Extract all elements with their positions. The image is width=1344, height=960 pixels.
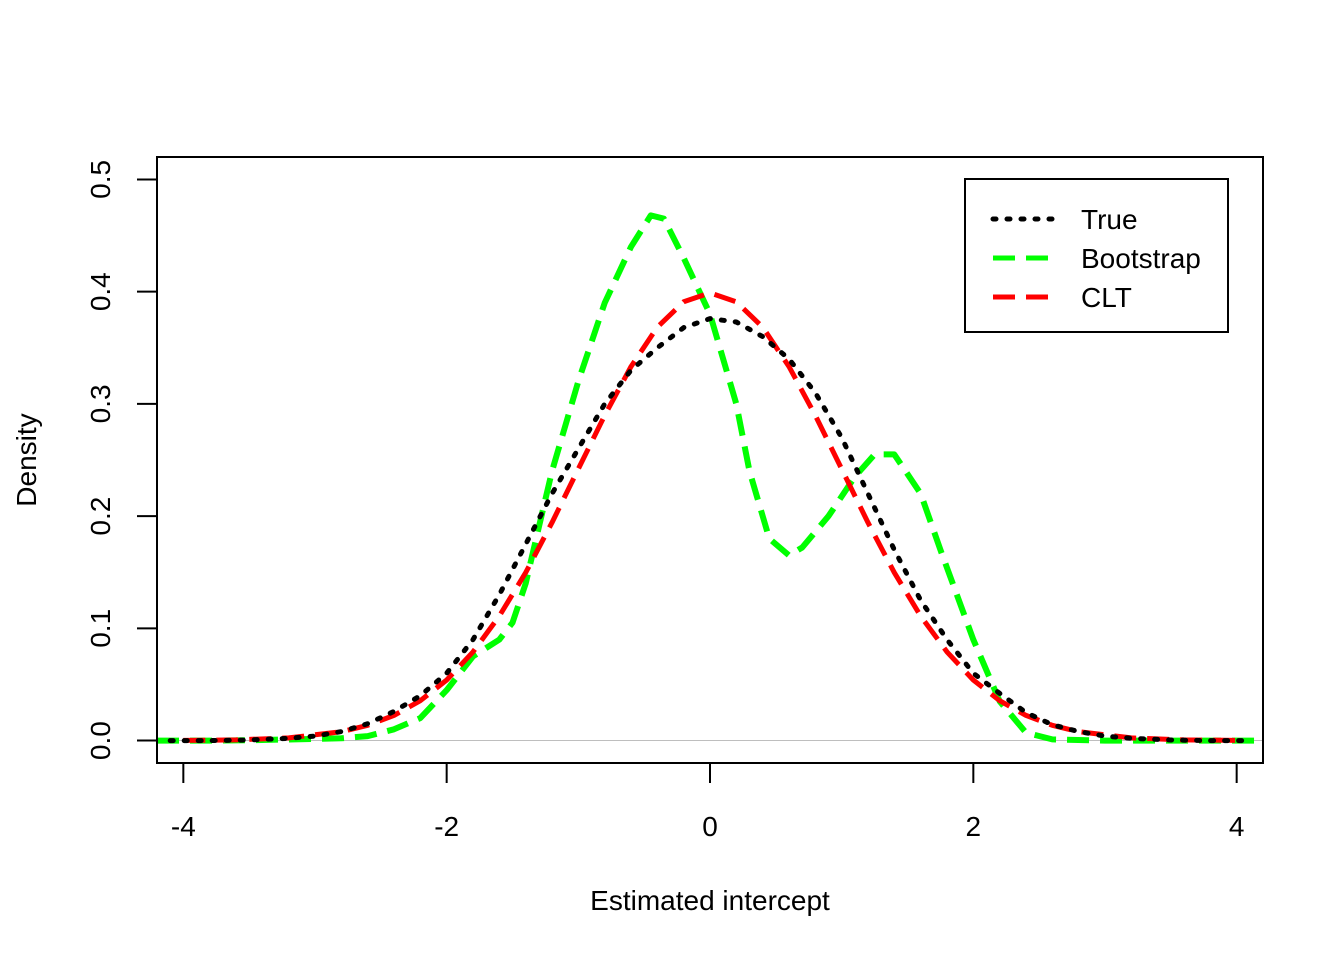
y-tick-label: 0.0: [85, 721, 116, 760]
legend-label-true: True: [1081, 204, 1138, 235]
series-line-clt: [183, 290, 1237, 743]
x-tick-label: 0: [702, 811, 718, 842]
legend-label-bootstrap: Bootstrap: [1081, 243, 1201, 274]
x-tick-label: 4: [1229, 811, 1245, 842]
y-tick-label: 0.2: [85, 497, 116, 536]
legend-label-clt: CLT: [1081, 282, 1132, 313]
series-line-bootstrap: [157, 212, 1263, 744]
x-tick-label: -4: [171, 811, 196, 842]
y-tick-label: 0.1: [85, 609, 116, 648]
x-tick-label: 2: [966, 811, 982, 842]
series-line-true: [167, 316, 1253, 744]
series-layer: [157, 212, 1263, 744]
x-axis-label: Estimated intercept: [590, 885, 830, 916]
y-tick-label: 0.4: [85, 272, 116, 311]
legend-box: [964, 178, 1229, 333]
x-axis: -4 -2 0 2 4: [171, 762, 1245, 842]
y-axis-label: Density: [11, 413, 42, 506]
legend: True Bootstrap CLT: [964, 178, 1229, 333]
y-tick-label: 0.3: [85, 384, 116, 423]
x-tick-label: -2: [434, 811, 459, 842]
y-tick-label: 0.5: [85, 160, 116, 199]
y-axis: 0.0 0.1 0.2 0.3 0.4 0.5: [85, 160, 158, 760]
